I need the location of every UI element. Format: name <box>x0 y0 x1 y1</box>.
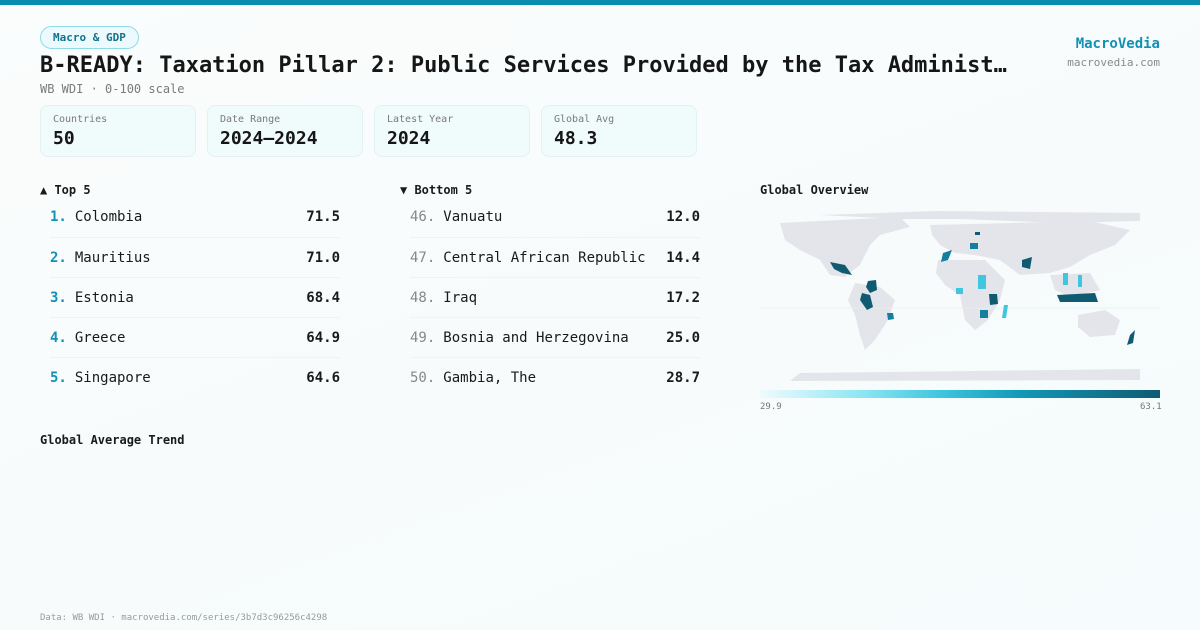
country-pakistan <box>1022 257 1032 269</box>
rank: 1. <box>50 209 67 225</box>
list-item[interactable]: 3. Estonia 68.4 <box>50 278 340 318</box>
stat-value: 50 <box>53 128 75 149</box>
list-item[interactable]: 50. Gambia, The 28.7 <box>410 358 700 398</box>
rank: 2. <box>50 249 67 266</box>
top-5-header: ▲ Top 5 <box>40 183 91 197</box>
country-peru <box>860 293 873 310</box>
country-ghana <box>956 288 963 294</box>
rank: 46. <box>410 209 436 225</box>
country-value: 12.0 <box>666 209 700 225</box>
country-philippines <box>1078 275 1082 287</box>
country-paraguay <box>887 313 894 320</box>
country-name: Estonia <box>74 289 134 306</box>
bottom-5-header: ▼ Bottom 5 <box>400 183 473 197</box>
country-mexico <box>830 262 852 275</box>
page-subtitle: WB WDI · 0-100 scale <box>40 82 185 96</box>
rank: 3. <box>50 289 67 306</box>
brand: MacroVedia macrovedia.com <box>1067 35 1160 69</box>
country-name: Singapore <box>74 370 151 386</box>
country-value: 28.7 <box>666 370 700 386</box>
stat-label: Date Range <box>220 114 281 125</box>
top-accent-bar <box>0 0 1200 5</box>
region-se-asia <box>1050 273 1100 297</box>
region-antarctica <box>790 369 1140 381</box>
trend-title: Global Average Trend <box>40 433 185 447</box>
stat-value: 2024–2024 <box>220 128 318 149</box>
footer-source: Data: WB WDI · macrovedia.com/series/3b7… <box>40 613 328 623</box>
list-item[interactable]: 2. Mauritius 71.0 <box>50 238 340 278</box>
stat-card-countries: Countries 50 <box>40 105 196 157</box>
country-name: Central African Republic <box>443 249 646 266</box>
country-estonia <box>975 232 980 235</box>
stat-card-global-avg: Global Avg 48.3 <box>541 105 697 157</box>
brand-name[interactable]: MacroVedia <box>1075 36 1160 52</box>
country-name: Greece <box>74 329 126 346</box>
list-item[interactable]: 1. Colombia 71.5 <box>50 209 340 238</box>
country-value: 71.0 <box>306 249 340 266</box>
stat-label: Latest Year <box>387 114 454 125</box>
list-item[interactable]: 4. Greece 64.9 <box>50 318 340 358</box>
country-colombia <box>866 280 877 293</box>
country-name: Colombia <box>74 209 143 225</box>
country-name: Gambia, The <box>443 370 537 386</box>
map-legend-bar <box>760 390 1160 398</box>
top-5-list: ▲ Top 5 1. Colombia 71.5 2. Mauritius 71.0 3… <box>40 182 340 398</box>
rank: 47. <box>410 249 436 266</box>
brand-url[interactable]: macrovedia.com <box>1067 56 1160 69</box>
category-tag[interactable]: Macro & GDP <box>40 26 139 49</box>
rank: 48. <box>410 289 436 306</box>
stat-card-date-range: Date Range 2024–2024 <box>207 105 363 157</box>
region-south-america <box>848 283 895 350</box>
stat-card-latest-year: Latest Year 2024 <box>374 105 530 157</box>
country-chad <box>978 275 986 289</box>
country-value: 71.5 <box>306 209 340 225</box>
country-name: Iraq <box>443 289 478 306</box>
country-new-zealand <box>1127 330 1135 345</box>
country-morocco <box>941 250 952 262</box>
legend-max: 63.1 <box>1140 402 1162 412</box>
country-romania <box>970 243 978 249</box>
stat-value: 2024 <box>387 128 431 149</box>
list-item[interactable]: 48. Iraq 17.2 <box>410 278 700 318</box>
country-vietnam <box>1063 273 1068 285</box>
country-value: 17.2 <box>666 289 700 306</box>
rank: 4. <box>50 329 67 346</box>
rank: 5. <box>50 370 67 386</box>
list-item[interactable]: 46. Vanuatu 12.0 <box>410 209 700 238</box>
country-name: Bosnia and Herzegovina <box>443 329 629 346</box>
country-kenya <box>989 294 998 305</box>
stat-label: Countries <box>53 114 108 125</box>
bottom-5-list: ▼ Bottom 5 46. Vanuatu 12.0 47. Central Afr… <box>400 182 700 398</box>
list-item[interactable]: 49. Bosnia and Herzegovina 25.0 <box>410 318 700 358</box>
stat-label: Global Avg <box>554 114 615 125</box>
country-value: 25.0 <box>666 329 700 346</box>
page-title: B-READY: Taxation Pillar 2: Public Servi… <box>40 53 1007 78</box>
country-zambia <box>980 310 988 318</box>
world-map[interactable] <box>760 205 1160 385</box>
country-madagascar <box>1002 305 1008 318</box>
stats-row: Countries 50 Date Range 2024–2024 Latest… <box>40 105 697 157</box>
rank: 50. <box>410 370 436 386</box>
legend-min: 29.9 <box>760 402 782 412</box>
country-value: 64.9 <box>306 329 340 346</box>
rank: 49. <box>410 329 436 346</box>
stat-value: 48.3 <box>554 128 598 149</box>
region-australia <box>1078 310 1120 337</box>
region-north-america <box>780 217 910 277</box>
map-title: Global Overview <box>760 183 869 197</box>
country-name: Vanuatu <box>443 209 503 225</box>
country-indonesia <box>1057 293 1098 302</box>
list-item[interactable]: 47. Central African Republic 14.4 <box>410 238 700 278</box>
list-item[interactable]: 5. Singapore 64.6 <box>50 358 340 398</box>
region-arctic <box>820 211 1140 223</box>
country-value: 68.4 <box>306 289 340 306</box>
country-value: 14.4 <box>666 249 700 266</box>
country-name: Mauritius <box>74 249 151 266</box>
country-value: 64.6 <box>306 370 340 386</box>
